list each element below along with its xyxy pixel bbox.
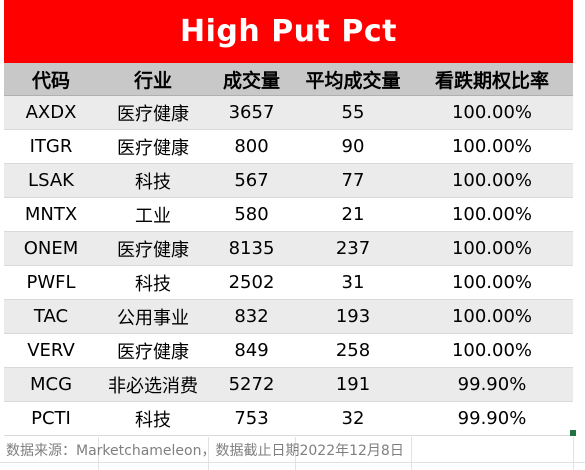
cell-volume[interactable]: 580	[208, 197, 295, 232]
table-title[interactable]: High Put Pct	[4, 0, 573, 63]
cell-put-ratio[interactable]: 99.90%	[411, 401, 573, 436]
cell-avg-volume[interactable]: 191	[295, 367, 411, 402]
cell-avg-volume[interactable]: 258	[295, 333, 411, 368]
grid-divider	[411, 437, 412, 470]
grid-divider	[295, 437, 296, 470]
grid-divider	[98, 437, 99, 470]
data-table: 代码 行业 成交量 平均成交量 看跌期权比率 AXDX 医疗健康 3657 55…	[4, 63, 573, 436]
cell-avg-volume[interactable]: 77	[295, 163, 411, 198]
cell-sector[interactable]: 科技	[98, 265, 208, 300]
header-volume[interactable]: 成交量	[208, 63, 295, 96]
cell-ticker[interactable]: ITGR	[4, 129, 98, 164]
cell-sector[interactable]: 公用事业	[98, 299, 208, 334]
cell-ticker[interactable]: LSAK	[4, 163, 98, 198]
cell-avg-volume[interactable]: 237	[295, 231, 411, 266]
table-row: VERV 医疗健康 849 258 100.00%	[4, 333, 573, 368]
cell-volume[interactable]: 567	[208, 163, 295, 198]
cell-avg-volume[interactable]: 55	[295, 95, 411, 130]
table-row: MCG 非必选消费 5272 191 99.90%	[4, 367, 573, 402]
table-row: MNTX 工业 580 21 100.00%	[4, 197, 573, 232]
cell-volume[interactable]: 800	[208, 129, 295, 164]
cell-ticker[interactable]: TAC	[4, 299, 98, 334]
cell-put-ratio[interactable]: 100.00%	[411, 265, 573, 300]
cell-volume[interactable]: 849	[208, 333, 295, 368]
cell-put-ratio[interactable]: 100.00%	[411, 95, 573, 130]
cell-avg-volume[interactable]: 193	[295, 299, 411, 334]
cell-ticker[interactable]: ONEM	[4, 231, 98, 266]
table-row: ONEM 医疗健康 8135 237 100.00%	[4, 231, 573, 266]
cell-avg-volume[interactable]: 31	[295, 265, 411, 300]
cell-put-ratio[interactable]: 100.00%	[411, 197, 573, 232]
cell-volume[interactable]: 753	[208, 401, 295, 436]
cell-sector[interactable]: 医疗健康	[98, 231, 208, 266]
header-ticker[interactable]: 代码	[4, 63, 98, 96]
table-row: PCTI 科技 753 32 99.90%	[4, 401, 573, 436]
cell-volume[interactable]: 5272	[208, 367, 295, 402]
header-put-ratio[interactable]: 看跌期权比率	[411, 63, 573, 96]
cell-ticker[interactable]: VERV	[4, 333, 98, 368]
cell-sector[interactable]: 医疗健康	[98, 95, 208, 130]
cell-put-ratio[interactable]: 100.00%	[411, 129, 573, 164]
cell-ticker[interactable]: PWFL	[4, 265, 98, 300]
cell-ticker[interactable]: PCTI	[4, 401, 98, 436]
cell-put-ratio[interactable]: 100.00%	[411, 333, 573, 368]
cell-sector[interactable]: 工业	[98, 197, 208, 232]
cell-put-ratio[interactable]: 100.00%	[411, 299, 573, 334]
selection-resize-handle[interactable]	[570, 430, 576, 436]
cell-avg-volume[interactable]: 90	[295, 129, 411, 164]
table-row: TAC 公用事业 832 193 100.00%	[4, 299, 573, 334]
cell-sector[interactable]: 科技	[98, 163, 208, 198]
cell-volume[interactable]: 3657	[208, 95, 295, 130]
table-row: AXDX 医疗健康 3657 55 100.00%	[4, 95, 573, 130]
cell-avg-volume[interactable]: 32	[295, 401, 411, 436]
cell-sector[interactable]: 医疗健康	[98, 129, 208, 164]
cell-ticker[interactable]: MNTX	[4, 197, 98, 232]
header-row: 代码 行业 成交量 平均成交量 看跌期权比率	[4, 63, 573, 96]
grid-divider	[208, 437, 209, 470]
table-row: LSAK 科技 567 77 100.00%	[4, 163, 573, 198]
cell-volume[interactable]: 8135	[208, 231, 295, 266]
cell-sector[interactable]: 非必选消费	[98, 367, 208, 402]
table-row: PWFL 科技 2502 31 100.00%	[4, 265, 573, 300]
cell-put-ratio[interactable]: 100.00%	[411, 231, 573, 266]
cell-volume[interactable]: 832	[208, 299, 295, 334]
grid-divider	[573, 437, 574, 470]
cell-put-ratio[interactable]: 99.90%	[411, 367, 573, 402]
table-row: ITGR 医疗健康 800 90 100.00%	[4, 129, 573, 164]
grid-divider	[0, 462, 585, 463]
spreadsheet-table-area: High Put Pct 代码 行业 成交量 平均成交量 看跌期权比率 AXDX…	[4, 0, 573, 436]
cell-avg-volume[interactable]: 21	[295, 197, 411, 232]
header-sector[interactable]: 行业	[98, 63, 208, 96]
cell-sector[interactable]: 科技	[98, 401, 208, 436]
cell-put-ratio[interactable]: 100.00%	[411, 163, 573, 198]
source-footnote[interactable]: 数据来源：Marketchameleon，数据截止日期2022年12月8日	[6, 443, 404, 459]
cell-ticker[interactable]: MCG	[4, 367, 98, 402]
cell-ticker[interactable]: AXDX	[4, 95, 98, 130]
header-avg-volume[interactable]: 平均成交量	[295, 63, 411, 96]
cell-sector[interactable]: 医疗健康	[98, 333, 208, 368]
cell-volume[interactable]: 2502	[208, 265, 295, 300]
